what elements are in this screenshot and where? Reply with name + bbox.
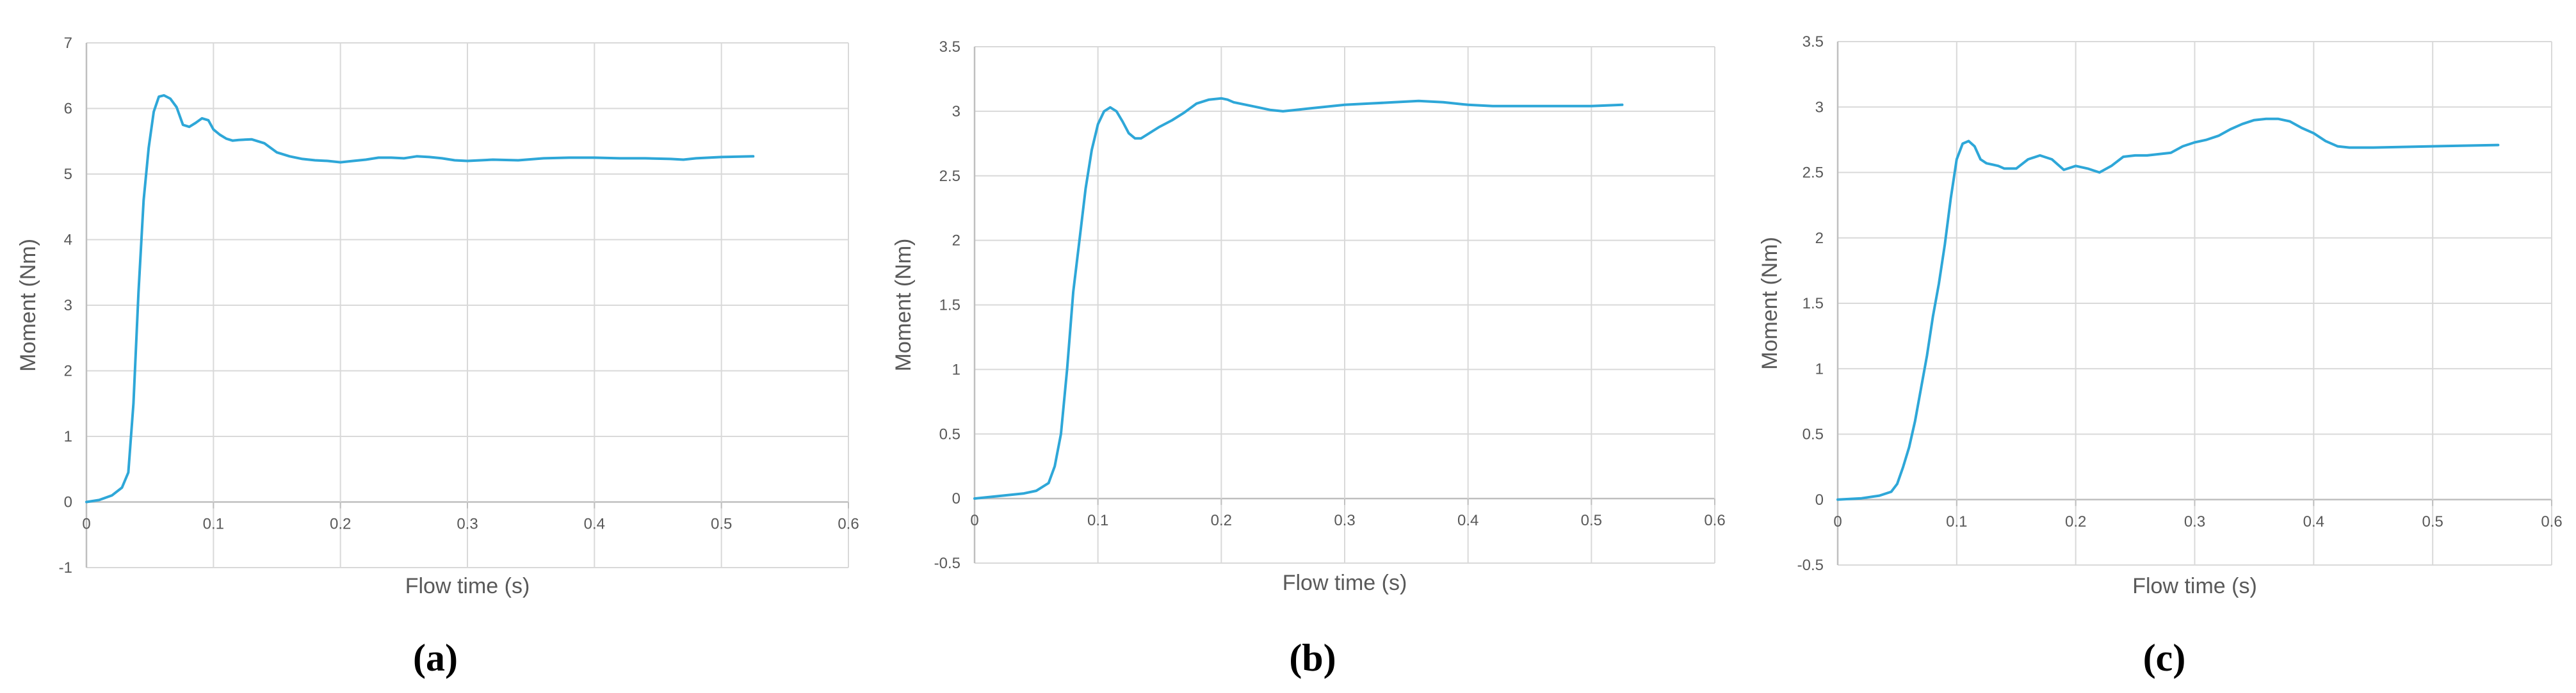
y-tick-label: 1 — [64, 428, 72, 445]
x-tick-label: 0.6 — [2541, 513, 2562, 530]
y-tick-label: 1 — [1815, 360, 1824, 378]
x-tick-label: 0.1 — [203, 516, 224, 533]
y-axis-title: Moment (Nm) — [1758, 237, 1782, 370]
panel-label: (a) — [413, 637, 458, 679]
panel-label: (b) — [1289, 637, 1336, 679]
y-tick-label: 6 — [64, 100, 72, 118]
y-tick-label: 7 — [64, 35, 72, 52]
y-tick-label: 2.5 — [939, 168, 960, 185]
y-tick-label: 5 — [64, 166, 72, 183]
x-tick-label: 0.4 — [584, 516, 605, 533]
y-tick-label: 1 — [952, 361, 960, 378]
y-tick-label: 1.5 — [939, 297, 960, 314]
x-tick-label: 0.5 — [711, 516, 732, 533]
chart-panel-a: -1 0 1 2 3 4 5 6 7 0 0.1 0.2 0.3 0.4 0.5 0.6 Flow time (… — [16, 35, 859, 679]
series-line-0 — [85, 94, 755, 504]
x-tick-label: 0.3 — [1334, 512, 1355, 529]
series-line-0 — [1836, 117, 2500, 501]
x-tick-label: 0.2 — [1211, 512, 1232, 529]
x-axis-title: Flow time (s) — [1283, 571, 1407, 595]
x-tick-label: 0.6 — [838, 516, 859, 533]
y-tick-label: -0.5 — [934, 555, 960, 572]
x-tick-label: 0.2 — [2065, 513, 2086, 530]
y-tick-label: 3 — [1815, 99, 1824, 116]
y-tick-label: -1 — [59, 559, 72, 577]
y-tick-label: 3.5 — [1802, 33, 1824, 51]
x-axis-title: Flow time (s) — [405, 574, 530, 598]
x-tick-label: 0.5 — [2422, 513, 2443, 530]
y-tick-label: -0.5 — [1797, 557, 1824, 574]
x-tick-label: 0 — [970, 512, 978, 529]
y-axis-title: Moment (Nm) — [891, 239, 916, 372]
y-tick-label: 0 — [1815, 491, 1824, 509]
x-tick-label: 0.2 — [330, 516, 351, 533]
y-tick-label: 3 — [952, 103, 960, 120]
x-axis-title: Flow time (s) — [2132, 574, 2257, 598]
x-tick-label: 0.5 — [1581, 512, 1602, 529]
series-line-0 — [973, 97, 1624, 500]
y-tick-label: 2.5 — [1802, 164, 1824, 182]
y-tick-label: 2 — [1815, 230, 1824, 247]
y-tick-label: 3 — [64, 297, 72, 314]
y-tick-label: 0.5 — [1802, 426, 1824, 443]
panel-label: (c) — [2143, 637, 2186, 679]
x-tick-label: 0.3 — [457, 516, 478, 533]
y-tick-label: 3.5 — [939, 38, 960, 56]
x-tick-label: 0 — [82, 516, 90, 533]
y-tick-label: 2 — [952, 232, 960, 250]
chart-panel-c: -0.5 0 0.5 1 1.5 2 2.5 3 3.5 0 0.1 0.2 0.3 0.4 0.5 0.6 F… — [1758, 33, 2563, 679]
x-tick-label: 0 — [1833, 513, 1842, 530]
x-tick-label: 0.4 — [1457, 512, 1478, 529]
y-tick-label: 0.5 — [939, 426, 960, 443]
x-tick-label: 0.4 — [2303, 513, 2324, 530]
y-tick-label: 0 — [64, 494, 72, 511]
y-tick-label: 1.5 — [1802, 295, 1824, 312]
x-tick-label: 0.1 — [1946, 513, 1967, 530]
y-tick-label: 0 — [952, 490, 960, 507]
y-tick-label: 2 — [64, 363, 72, 380]
x-tick-label: 0.1 — [1087, 512, 1108, 529]
x-tick-label: 0.6 — [1704, 512, 1725, 529]
chart-panel-b: -0.5 0 0.5 1 1.5 2 2.5 3 3.5 0 0.1 0.2 0.3 0.4 0.5 0.6 F… — [891, 38, 1726, 679]
x-tick-label: 0.3 — [2184, 513, 2205, 530]
y-axis-title: Moment (Nm) — [16, 239, 40, 372]
y-tick-label: 4 — [64, 232, 72, 249]
